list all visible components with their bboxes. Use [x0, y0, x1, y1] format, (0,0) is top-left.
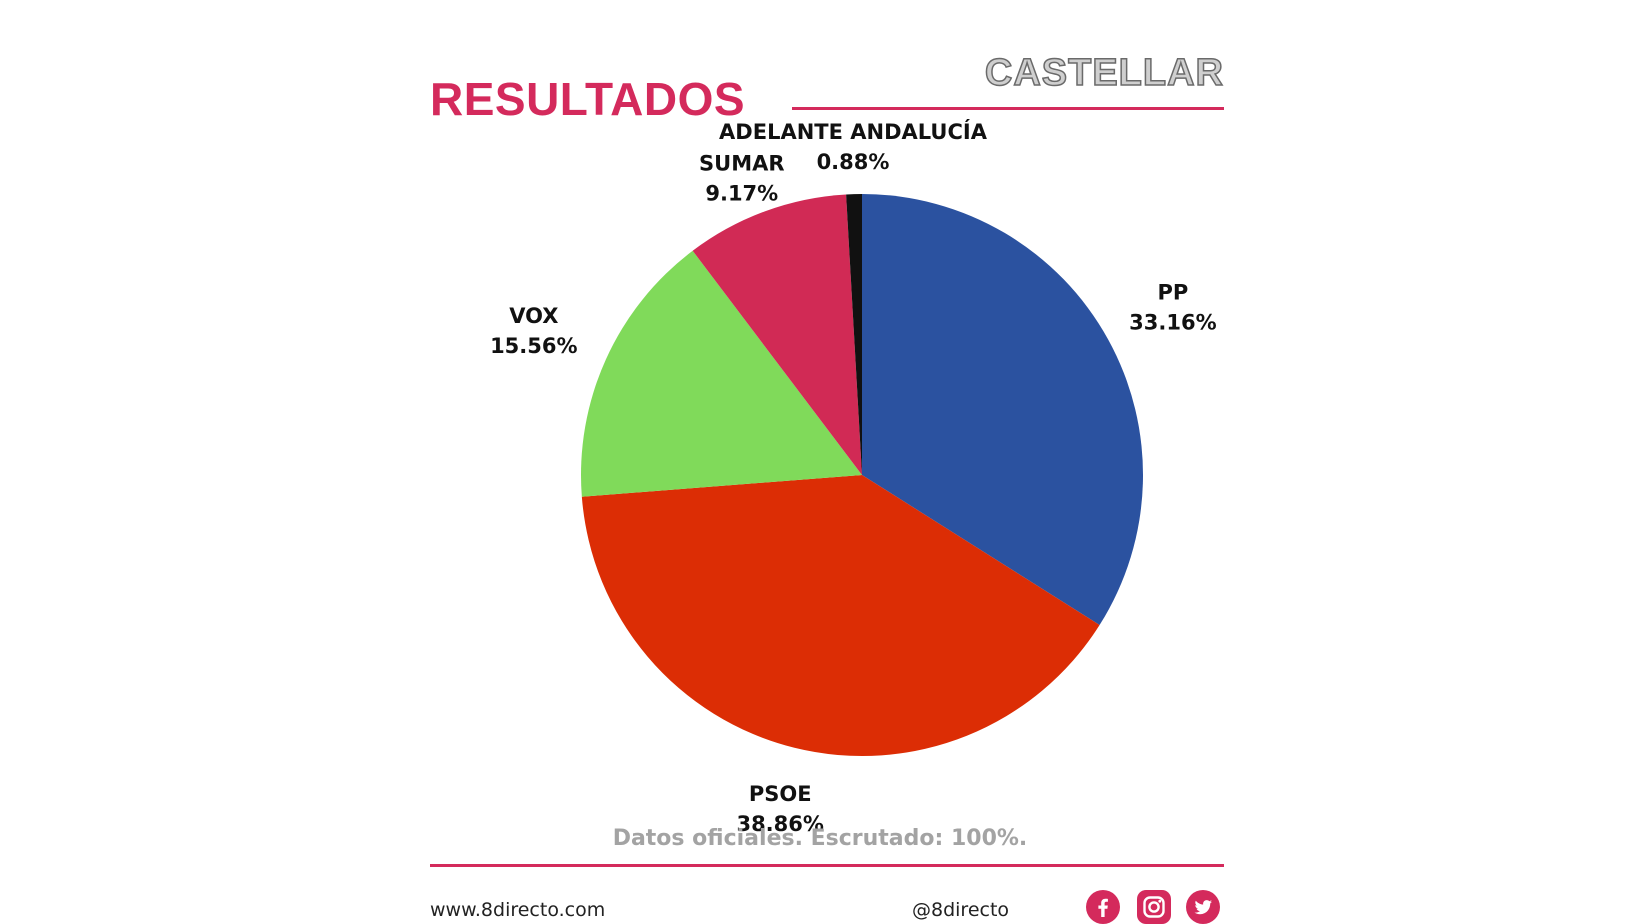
slice-label-pp: PP [1158, 281, 1189, 305]
pie-slice-vox [580, 250, 862, 497]
slice-label-adelante-andalucia: ADELANTE ANDALUCÍA [719, 119, 988, 144]
instagram-icon[interactable] [1137, 890, 1171, 924]
slice-value-pp: 33.16% [1129, 311, 1216, 335]
footer-divider [430, 864, 1224, 867]
slice-label-sumar: SUMAR [699, 152, 785, 176]
twitter-icon[interactable] [1186, 890, 1220, 924]
slice-label-vox: VOX [509, 304, 558, 328]
pie-slice-adelante-andalucia [846, 194, 862, 475]
header-divider [792, 107, 1224, 110]
source-note: Datos oficiales. Escrutado: 100%. [612, 826, 1028, 851]
facebook-icon[interactable] [1086, 890, 1120, 924]
slice-value-sumar: 9.17% [705, 182, 778, 206]
footer-social-handle: @8directo [912, 899, 1010, 921]
pie-slice-sumar [692, 194, 862, 475]
pie-slice-psoe [581, 475, 1100, 757]
slice-value-vox: 15.56% [490, 334, 577, 358]
location-name: CASTELLAR [984, 51, 1224, 95]
chart-title: RESULTADOS [430, 73, 746, 125]
footer-website-link[interactable]: www.8directo.com [430, 899, 606, 921]
slice-value-psoe: 38.86% [736, 812, 823, 836]
pie-slice-pp [862, 194, 1143, 626]
slice-label-psoe: PSOE [749, 782, 812, 806]
slice-value-adelante-andalucia: 0.88% [817, 150, 890, 174]
